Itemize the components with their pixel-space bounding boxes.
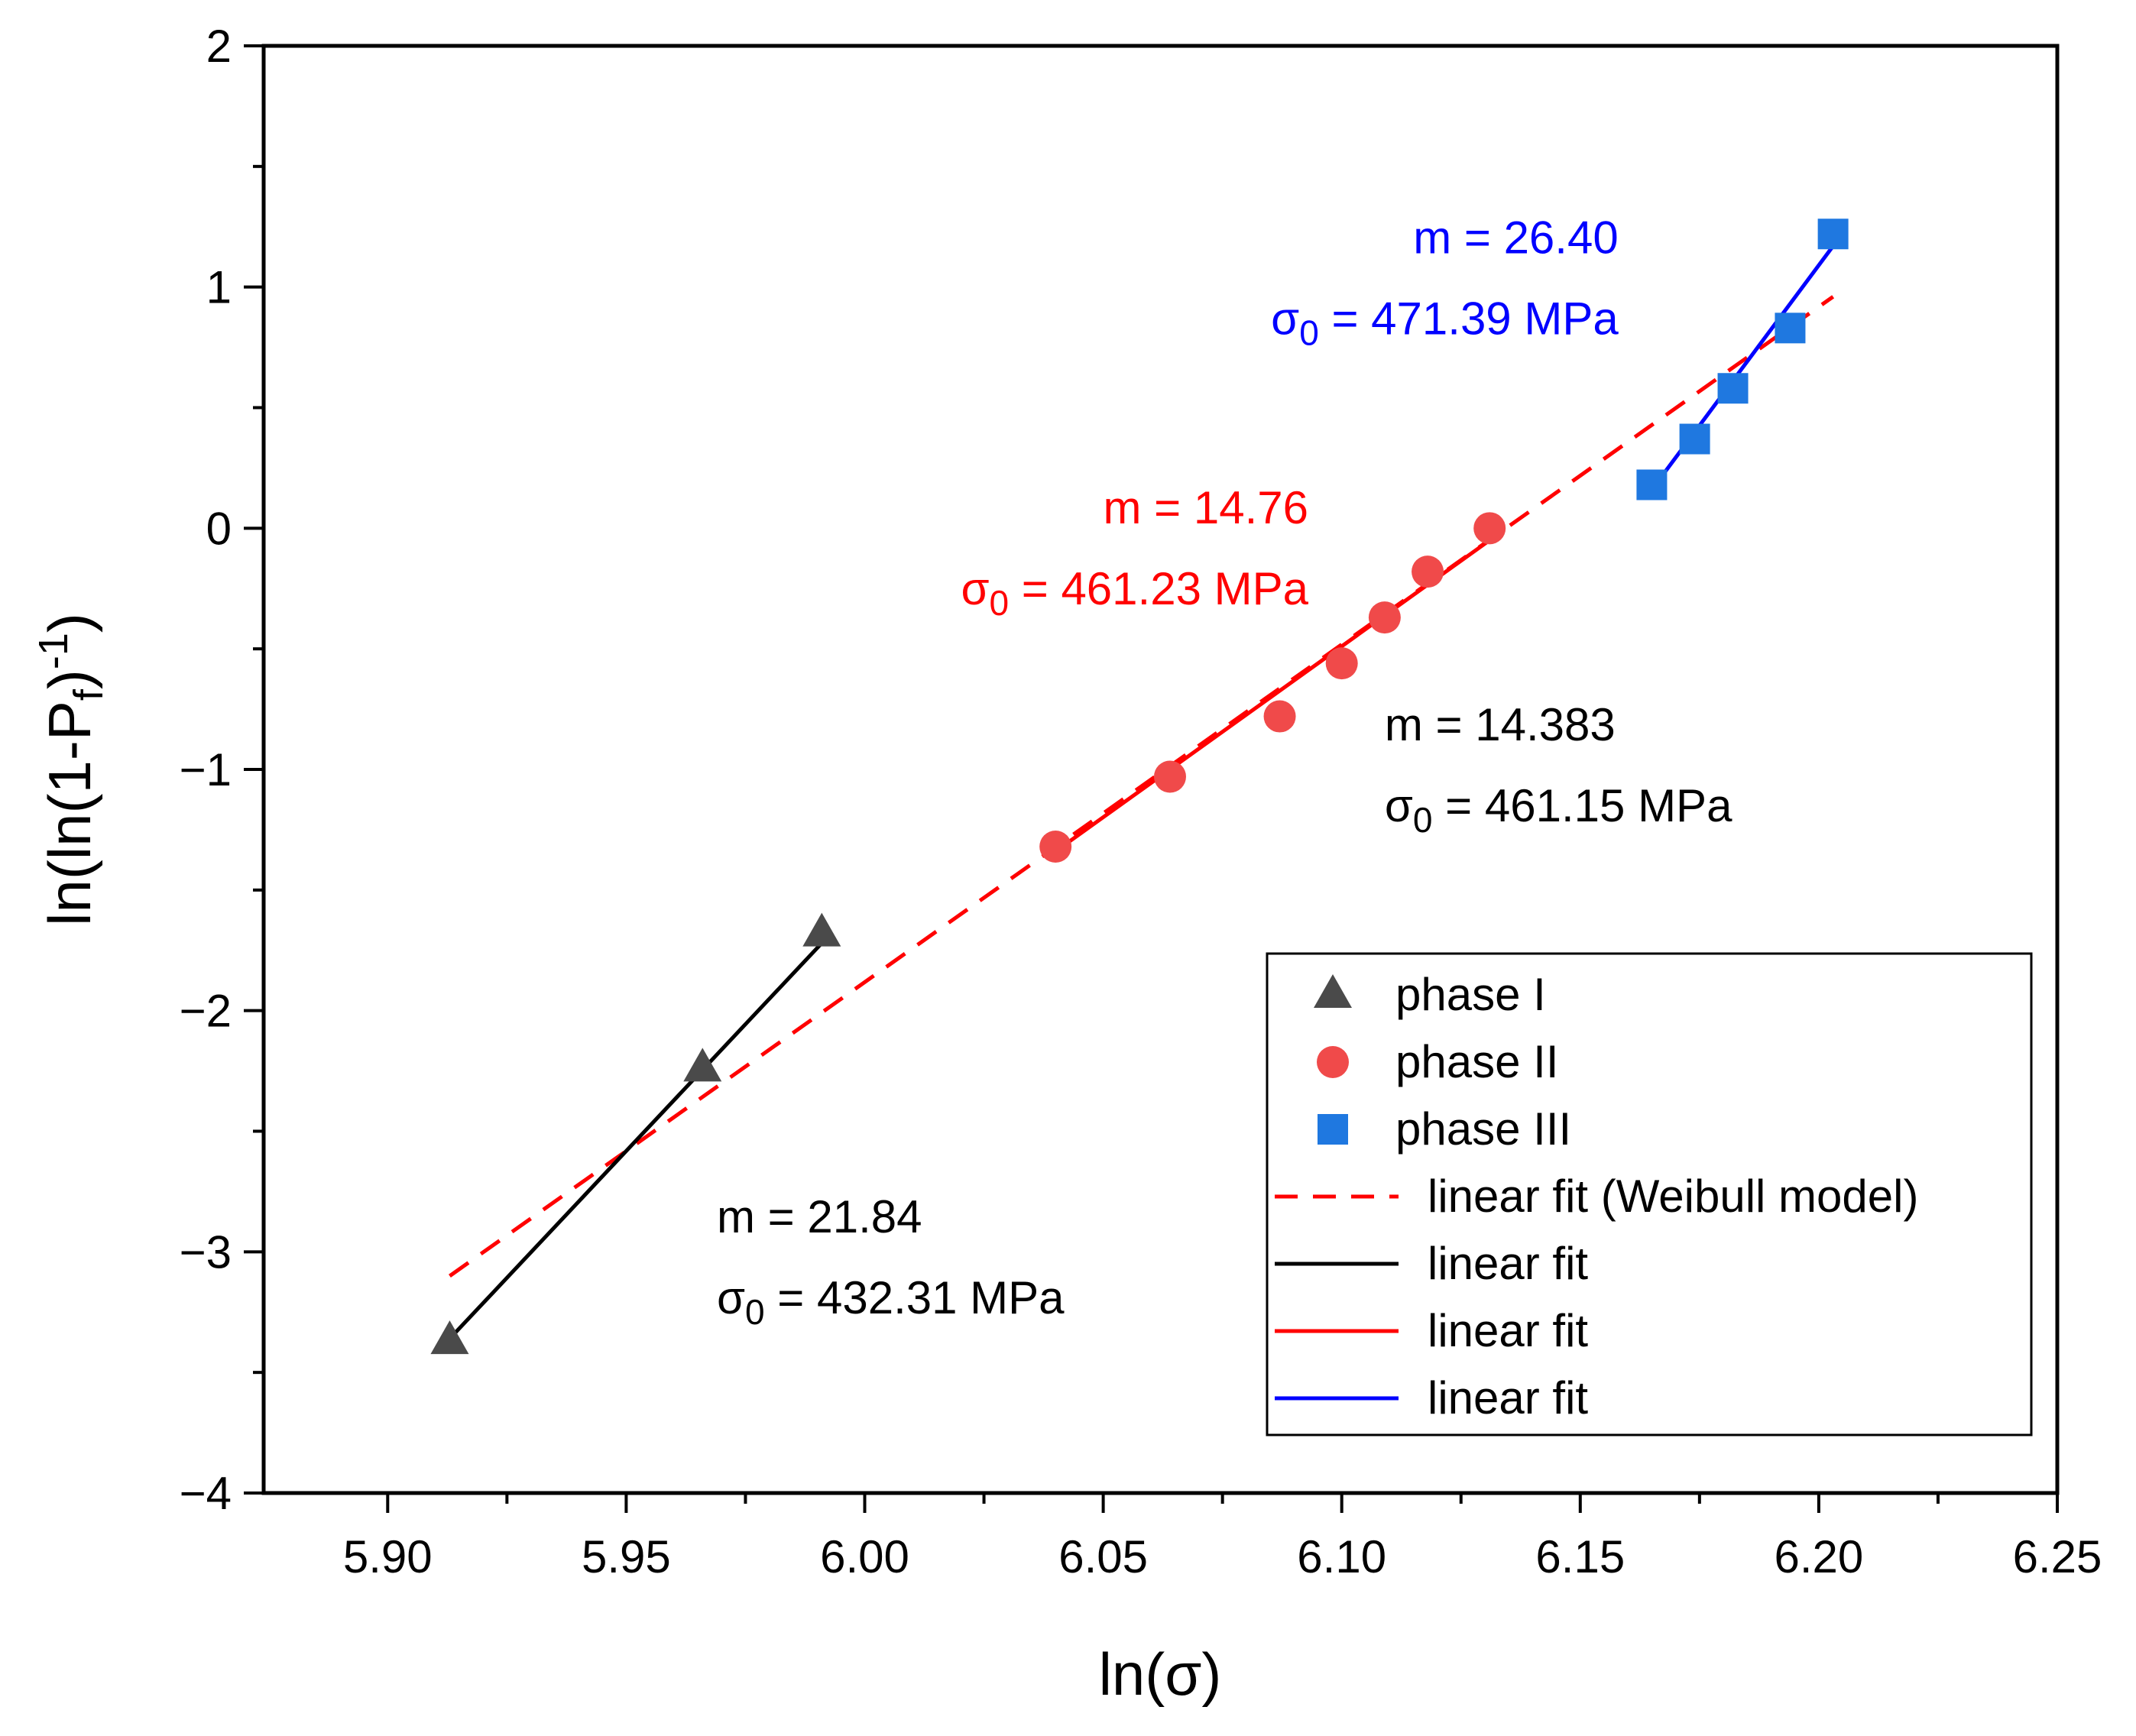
data-point-circle bbox=[1325, 647, 1358, 680]
y-tick-label: 1 bbox=[206, 262, 232, 313]
sigma-value: = 461.15 MPa bbox=[1433, 780, 1733, 831]
annotation-phase-iii-sigma: σ0 = 471.39 MPa bbox=[1271, 293, 1619, 352]
data-points bbox=[430, 219, 1849, 1355]
sigma-subscript: 0 bbox=[745, 1292, 765, 1332]
annotation-phase-iii-m: m = 26.40 bbox=[1413, 212, 1619, 263]
data-point-square bbox=[1679, 423, 1710, 455]
annotation-overall-m: m = 14.383 bbox=[1385, 699, 1616, 750]
x-tick-label: 6.20 bbox=[1775, 1531, 1864, 1582]
data-point-circle bbox=[1412, 555, 1444, 588]
y-axis-title-sub: f bbox=[66, 688, 112, 701]
y-tick-label: −2 bbox=[180, 986, 232, 1037]
annotation-phase-ii-sigma: σ0 = 461.23 MPa bbox=[961, 563, 1308, 623]
data-point-triangle bbox=[683, 1048, 722, 1082]
legend-label: phase I bbox=[1395, 969, 1546, 1020]
data-point-circle bbox=[1263, 700, 1296, 733]
data-point-circle bbox=[1153, 760, 1186, 793]
y-tick-label: −3 bbox=[180, 1226, 232, 1278]
fit-lines bbox=[448, 245, 1835, 1340]
data-point-triangle bbox=[430, 1320, 469, 1355]
y-tick-label: −4 bbox=[180, 1468, 232, 1519]
data-point-triangle bbox=[802, 912, 841, 947]
annotation-phase-i-m: m = 21.84 bbox=[717, 1191, 922, 1242]
legend-marker-circle bbox=[1317, 1046, 1349, 1078]
y-axis-title-tail: ) bbox=[36, 613, 103, 633]
legend-marker-triangle bbox=[1314, 974, 1352, 1008]
linear-fit-line bbox=[1054, 539, 1491, 853]
legend-label: linear fit bbox=[1428, 1238, 1588, 1289]
legend-label: linear fit (Weibull model) bbox=[1428, 1171, 1918, 1222]
data-point-square bbox=[1636, 469, 1668, 500]
sigma-symbol: σ bbox=[1271, 293, 1299, 344]
data-point-square bbox=[1775, 313, 1806, 344]
legend-label: phase III bbox=[1395, 1103, 1571, 1155]
sigma-subscript: 0 bbox=[1299, 313, 1319, 352]
x-tick-label: 5.95 bbox=[582, 1531, 671, 1582]
annotation-phase-i-sigma: σ0 = 432.31 MPa bbox=[717, 1272, 1065, 1332]
sigma-symbol: σ bbox=[1385, 780, 1413, 831]
y-tick-label: 2 bbox=[206, 21, 232, 72]
annotation-overall-sigma: σ0 = 461.15 MPa bbox=[1385, 780, 1732, 840]
weibull-fit-line bbox=[448, 295, 1835, 1278]
x-tick-label: 6.15 bbox=[1535, 1531, 1625, 1582]
y-tick-label: 0 bbox=[206, 503, 232, 554]
data-point-circle bbox=[1473, 512, 1506, 545]
sigma-symbol: σ bbox=[961, 563, 989, 614]
y-axis-title-close: ) bbox=[36, 669, 103, 689]
legend-box bbox=[1266, 952, 2033, 1436]
data-point-circle bbox=[1368, 601, 1401, 634]
legend-marker-square bbox=[1318, 1114, 1348, 1145]
x-tick-label: 6.25 bbox=[2013, 1531, 2102, 1582]
x-tick-label: 6.10 bbox=[1297, 1531, 1386, 1582]
legend-label: linear fit bbox=[1428, 1372, 1588, 1423]
sigma-value: = 471.39 MPa bbox=[1319, 293, 1619, 344]
x-tick-label: 5.90 bbox=[343, 1531, 433, 1582]
linear-fit-line bbox=[448, 941, 824, 1340]
y-axis-title-sup: -1 bbox=[31, 633, 76, 669]
annotation-phase-ii-m: m = 14.76 bbox=[1103, 482, 1308, 533]
sigma-value: = 432.31 MPa bbox=[765, 1272, 1065, 1323]
x-tick-label: 6.00 bbox=[820, 1531, 909, 1582]
y-axis-title: ln(ln(1-Pf)-1) bbox=[31, 613, 112, 926]
sigma-subscript: 0 bbox=[1413, 800, 1433, 840]
legend-label: linear fit bbox=[1428, 1305, 1588, 1356]
data-point-square bbox=[1717, 373, 1749, 404]
axis-ticks: 5.90 5.95 6.00 6.05 6.10 6.15 6.20 6.25 −4 −3 −2 −1… bbox=[180, 21, 2102, 1582]
data-point-circle bbox=[1039, 831, 1072, 863]
x-axis-title: ln(σ) bbox=[1099, 1640, 1222, 1708]
y-tick-label: −1 bbox=[180, 744, 232, 795]
x-tick-label: 6.05 bbox=[1058, 1531, 1148, 1582]
data-point-square bbox=[1817, 219, 1849, 250]
sigma-subscript: 0 bbox=[989, 583, 1009, 623]
legend-label: phase II bbox=[1395, 1036, 1559, 1087]
sigma-symbol: σ bbox=[717, 1272, 745, 1323]
sigma-value: = 461.23 MPa bbox=[1009, 563, 1309, 614]
legend: phase I phase II phase III linear fit (Weib… bbox=[1266, 952, 2033, 1436]
y-axis-title-base: ln(ln(1-P bbox=[36, 701, 103, 926]
